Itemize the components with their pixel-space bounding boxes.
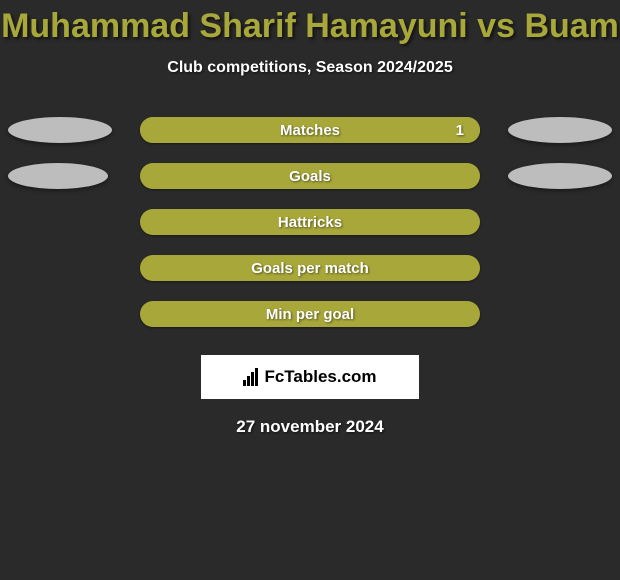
comparison-chart: Matches 1 Goals Hattricks Goals per match Min… (0, 107, 620, 337)
stat-label: Goals (289, 168, 331, 185)
bar-chart-icon (243, 368, 258, 386)
logo-text: FcTables.com (264, 367, 376, 387)
stat-row: Goals per match (0, 245, 620, 291)
left-player-ellipse (8, 163, 108, 189)
fctables-logo: FcTables.com (201, 355, 419, 399)
stat-row: Goals (0, 153, 620, 199)
stat-label: Goals per match (251, 260, 369, 277)
stat-bar: Min per goal (140, 301, 480, 327)
stat-label: Hattricks (278, 214, 342, 231)
stat-bar: Goals (140, 163, 480, 189)
right-player-ellipse (508, 163, 612, 189)
generation-date: 27 november 2024 (0, 417, 620, 437)
comparison-subtitle: Club competitions, Season 2024/2025 (0, 59, 620, 77)
stat-row: Min per goal (0, 291, 620, 337)
comparison-title: Muhammad Sharif Hamayuni vs Buam (0, 0, 620, 45)
stat-bar: Hattricks (140, 209, 480, 235)
stat-label: Matches (280, 122, 340, 139)
left-player-ellipse (8, 117, 112, 143)
stat-bar: Goals per match (140, 255, 480, 281)
stat-row: Hattricks (0, 199, 620, 245)
stat-label: Min per goal (266, 306, 354, 323)
stat-value-right: 1 (456, 122, 464, 139)
stat-row: Matches 1 (0, 107, 620, 153)
stat-bar: Matches 1 (140, 117, 480, 143)
right-player-ellipse (508, 117, 612, 143)
